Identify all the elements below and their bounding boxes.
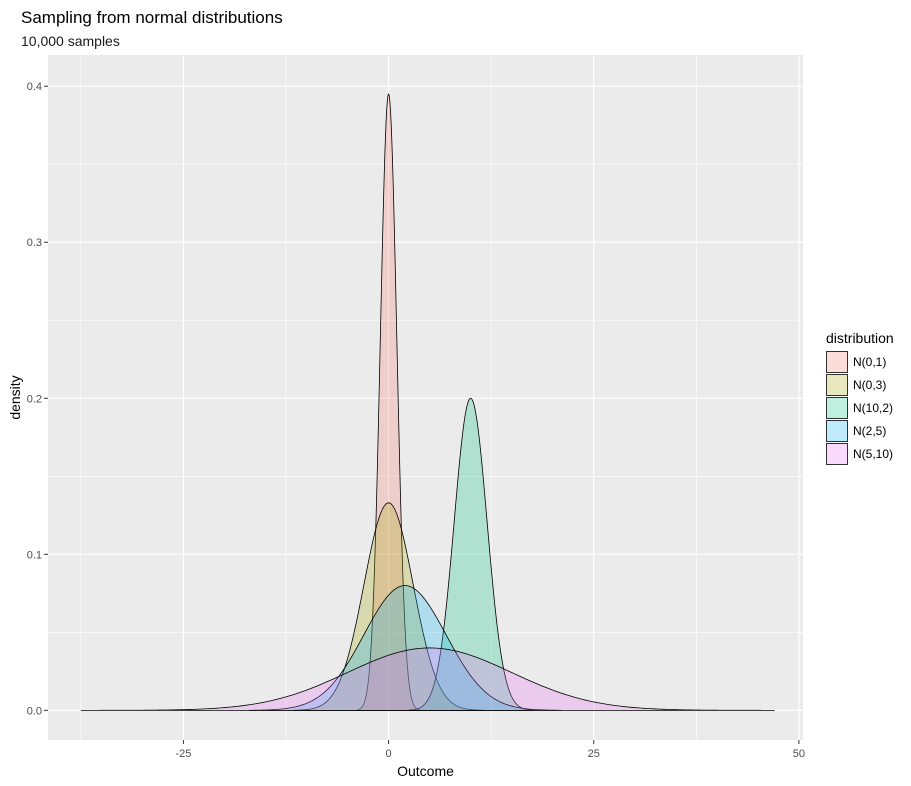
density-area-N(10,2) [408, 397, 533, 711]
legend-key-bg [826, 420, 848, 442]
x-tick-label: -25 [175, 748, 191, 760]
legend-key-N(0,1) [826, 351, 848, 373]
chart-subtitle: 10,000 samples [21, 33, 120, 49]
density-areas [80, 93, 775, 711]
legend-label: N(10,2) [853, 401, 893, 415]
density-area-N(0,1) [356, 93, 421, 711]
legend-label: N(0,1) [853, 355, 886, 369]
x-tick-label: 0 [386, 748, 392, 760]
legend-label: N(2,5) [853, 424, 886, 438]
chart-title: Sampling from normal distributions [21, 8, 283, 27]
legend-key-bg [826, 443, 848, 465]
y-axis-ticks: 0.0 0.1 0.2 0.3 0.4 [27, 81, 48, 717]
y-tick-label: 0.3 [27, 237, 42, 249]
legend-key-bg [826, 351, 848, 373]
legend-key-bg [826, 374, 848, 396]
y-axis-title: density [7, 375, 23, 419]
legend-label: N(0,3) [853, 378, 886, 392]
density-area-N(5,10) [80, 647, 775, 711]
legend-key-N(0,3) [826, 374, 848, 396]
x-axis-ticks: -25 0 25 50 [175, 740, 805, 760]
legend-key-N(10,2) [826, 397, 848, 419]
legend-label: N(5,10) [853, 447, 893, 461]
x-tick-label: 50 [793, 748, 805, 760]
y-tick-label: 0.0 [27, 705, 42, 717]
density-area-N(0,3) [293, 502, 484, 711]
legend-key-N(2,5) [826, 420, 848, 442]
y-tick-label: 0.1 [27, 549, 42, 561]
legend-title: distribution [826, 330, 894, 346]
density-area-N(2,5) [248, 585, 562, 711]
y-tick-label: 0.4 [27, 81, 42, 93]
legend: distribution N(0,1) N(0,3) N(10,2) N(2,5) N(… [826, 330, 894, 465]
y-tick-label: 0.2 [27, 393, 42, 405]
x-axis-title: Outcome [397, 763, 454, 779]
plot-panel [48, 55, 803, 740]
legend-key-N(5,10) [826, 443, 848, 465]
x-tick-label: 25 [588, 748, 600, 760]
grid-lines [48, 55, 803, 740]
legend-key-bg [826, 397, 848, 419]
